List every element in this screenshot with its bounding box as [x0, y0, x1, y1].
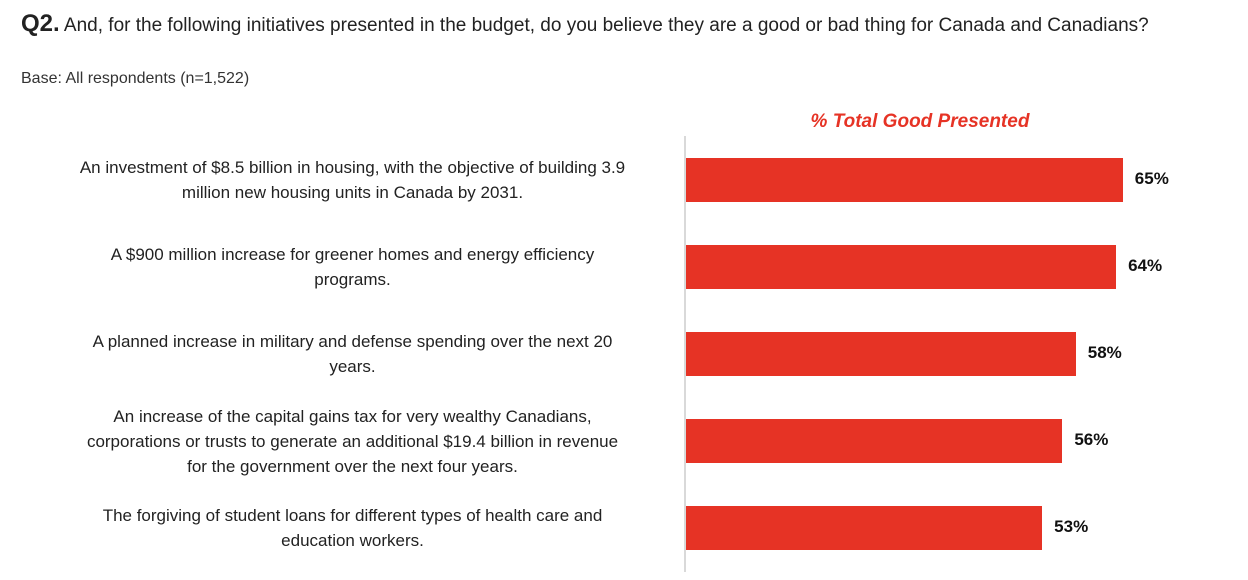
chart-title: % Total Good Presented: [810, 111, 1030, 132]
category-label: An increase of the capital gains tax for…: [40, 404, 665, 479]
category-label-line: education workers.: [281, 531, 424, 550]
data-label: 65%: [1134, 169, 1169, 188]
question-text: Q2. And, for the following initiatives p…: [21, 10, 1221, 39]
category-label-line: The forgiving of student loans for diffe…: [102, 506, 603, 525]
data-label: 56%: [1074, 430, 1109, 449]
data-label: 64%: [1128, 256, 1163, 275]
data-label: 58%: [1087, 343, 1122, 362]
base-note: Base: All respondents (n=1,522): [21, 70, 250, 87]
category-label-line: million new housing units in Canada by 2…: [181, 183, 524, 202]
category-label-line: years.: [329, 357, 376, 376]
category-label-line: for the government over the next four ye…: [187, 456, 518, 476]
category-label-line: An increase of the capital gains tax for…: [113, 406, 592, 426]
category-label: The forgiving of student loans for diffe…: [40, 503, 665, 553]
category-axis-line: [684, 136, 686, 572]
bar: [686, 419, 1063, 463]
question-number: Q2.: [21, 10, 60, 37]
bar: [686, 245, 1117, 289]
bar: [686, 158, 1123, 202]
category-label: A planned increase in military and defen…: [40, 329, 665, 379]
category-label: An investment of $8.5 billion in housing…: [40, 155, 665, 205]
category-label-line: programs.: [314, 270, 391, 289]
bar: [686, 332, 1076, 376]
category-label-line: An investment of $8.5 billion in housing…: [79, 158, 626, 177]
category-label: A $900 million increase for greener home…: [40, 242, 665, 292]
category-label-line: A $900 million increase for greener home…: [110, 245, 595, 264]
bar: [686, 506, 1043, 550]
category-label-line: corporations or trusts to generate an ad…: [86, 431, 619, 451]
data-label: 53%: [1054, 517, 1089, 536]
category-label-line: A planned increase in military and defen…: [92, 332, 613, 351]
question-body: And, for the following initiatives prese…: [63, 15, 1149, 36]
